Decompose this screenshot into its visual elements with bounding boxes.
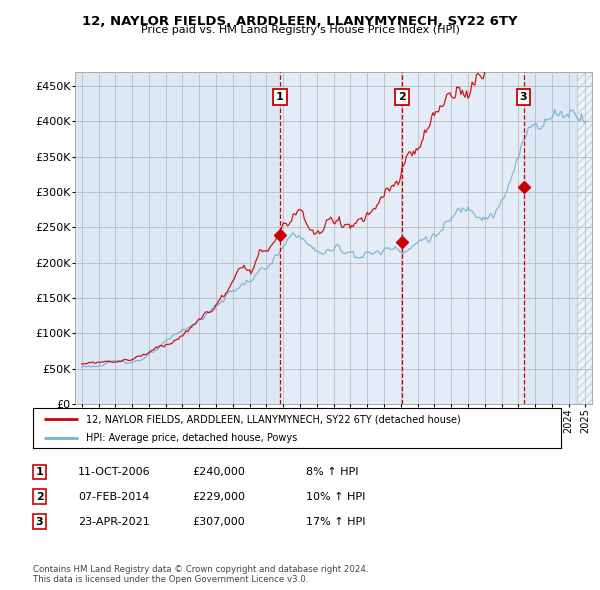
Text: 1: 1	[275, 91, 283, 101]
Text: £240,000: £240,000	[192, 467, 245, 477]
Bar	[402, 72, 524, 404]
Text: £307,000: £307,000	[192, 517, 245, 526]
Bar	[577, 72, 592, 404]
Text: HPI: Average price, detached house, Powys: HPI: Average price, detached house, Powy…	[86, 432, 297, 442]
Text: Price paid vs. HM Land Registry's House Price Index (HPI): Price paid vs. HM Land Registry's House …	[140, 25, 460, 35]
Text: 2: 2	[36, 492, 43, 502]
Text: 11-OCT-2006: 11-OCT-2006	[78, 467, 151, 477]
Text: Contains HM Land Registry data © Crown copyright and database right 2024.
This d: Contains HM Land Registry data © Crown c…	[33, 565, 368, 584]
Text: £229,000: £229,000	[192, 492, 245, 502]
Text: 1: 1	[36, 467, 43, 477]
Text: 17% ↑ HPI: 17% ↑ HPI	[306, 517, 365, 526]
Text: 07-FEB-2014: 07-FEB-2014	[78, 492, 149, 502]
Text: 8% ↑ HPI: 8% ↑ HPI	[306, 467, 359, 477]
Text: 12, NAYLOR FIELDS, ARDDLEEN, LLANYMYNECH, SY22 6TY (detached house): 12, NAYLOR FIELDS, ARDDLEEN, LLANYMYNECH…	[86, 414, 461, 424]
Bar	[280, 72, 402, 404]
Text: 10% ↑ HPI: 10% ↑ HPI	[306, 492, 365, 502]
Text: 3: 3	[520, 91, 527, 101]
Text: 3: 3	[36, 517, 43, 526]
Text: 23-APR-2021: 23-APR-2021	[78, 517, 150, 526]
Text: 2: 2	[398, 91, 406, 101]
Text: 12, NAYLOR FIELDS, ARDDLEEN, LLANYMYNECH, SY22 6TY: 12, NAYLOR FIELDS, ARDDLEEN, LLANYMYNECH…	[82, 15, 518, 28]
